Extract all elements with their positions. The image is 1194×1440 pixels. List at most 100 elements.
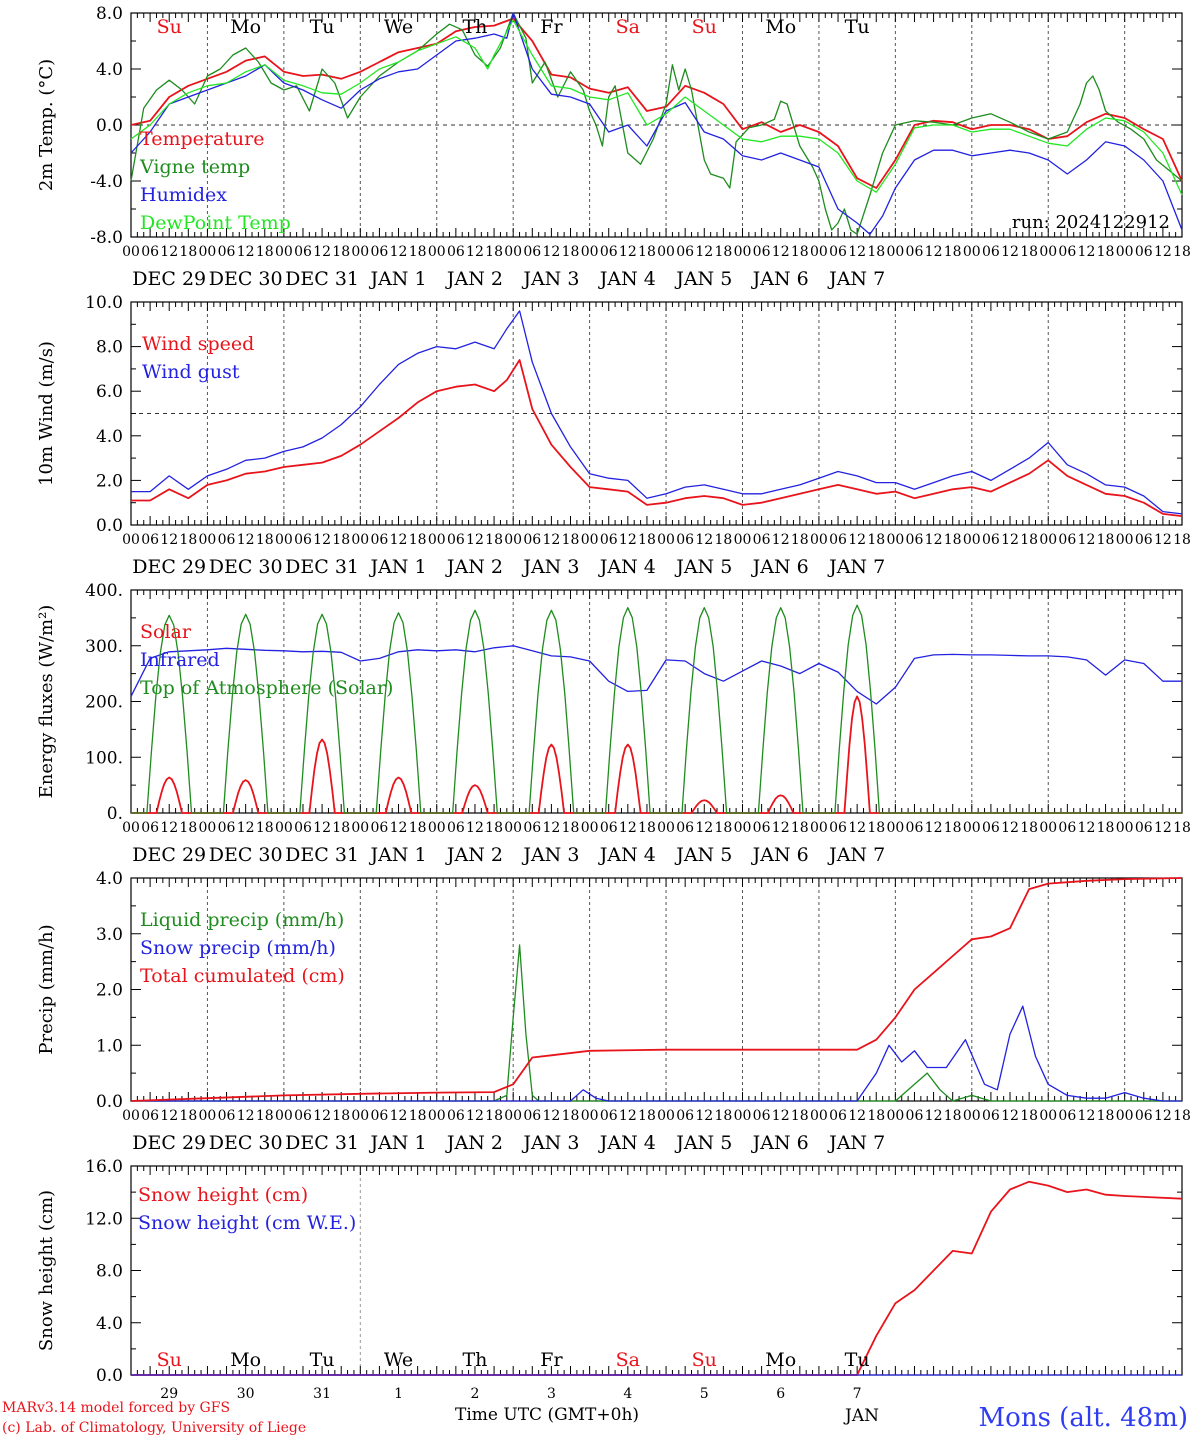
hour-tick-label: 00	[351, 532, 369, 548]
hour-tick-label: 00	[199, 820, 217, 836]
hour-tick-label: 06	[218, 244, 236, 260]
date-label: JAN 7	[827, 844, 885, 866]
hour-tick-label: 18	[1097, 1108, 1115, 1124]
series-solar	[131, 695, 1182, 814]
hour-tick-label: 18	[179, 1108, 197, 1124]
hour-tick-label: 00	[428, 1108, 446, 1124]
hour-tick-label: 06	[447, 532, 465, 548]
hour-tick-label: 06	[982, 1108, 1000, 1124]
hour-tick-label: 18	[256, 1108, 274, 1124]
y-axis-title: Precip (mm/h)	[36, 924, 57, 1054]
hour-tick-label: 18	[1173, 820, 1191, 836]
hour-tick-label: 06	[1135, 820, 1153, 836]
hour-tick-label: 12	[619, 820, 637, 836]
hour-tick-label: 12	[466, 244, 484, 260]
hour-tick-label: 06	[906, 820, 924, 836]
hour-tick-label: 00	[199, 532, 217, 548]
day-number-label: 2	[471, 1386, 480, 1400]
weekday-label-bottom: Mo	[230, 1349, 261, 1371]
series-snow-precip-mm-h-	[131, 1005, 1182, 1102]
y-tick-label: 3.0	[96, 925, 123, 945]
hour-tick-label: 12	[925, 244, 943, 260]
hour-tick-label: 00	[1116, 820, 1134, 836]
weekday-label-bottom: Mo	[765, 1349, 796, 1371]
date-label: JAN 3	[521, 556, 579, 578]
hour-tick-label: 06	[906, 1108, 924, 1124]
hour-tick-label: 18	[485, 1108, 503, 1124]
hour-tick-label: 00	[734, 244, 752, 260]
hour-tick-label: 00	[581, 820, 599, 836]
hour-tick-label: 00	[428, 244, 446, 260]
hour-tick-label: 12	[313, 820, 331, 836]
panel-frame	[130, 589, 1183, 814]
hour-tick-label: 12	[313, 532, 331, 548]
time-axis-label: Time UTC (GMT+0h)	[455, 1405, 640, 1425]
panel-3	[130, 589, 1183, 814]
hour-tick-label: 18	[485, 244, 503, 260]
hour-tick-label: 18	[791, 1108, 809, 1124]
date-label: DEC 30	[209, 844, 283, 866]
y-tick-label: 4.0	[96, 60, 123, 80]
hour-tick-label: 18	[332, 244, 350, 260]
hour-tick-label: 12	[390, 532, 408, 548]
hour-tick-label: 18	[179, 532, 197, 548]
hour-tick-label: 00	[275, 244, 293, 260]
hour-tick-label: 18	[714, 532, 732, 548]
hour-tick-label: 18	[714, 244, 732, 260]
hour-tick-label: 06	[753, 1108, 771, 1124]
hour-tick-label: 06	[1135, 1108, 1153, 1124]
hour-tick-label: 06	[600, 244, 618, 260]
hour-tick-label: 18	[562, 1108, 580, 1124]
hour-tick-label: 06	[982, 532, 1000, 548]
hour-tick-label: 18	[791, 820, 809, 836]
y-tick-label: 200.	[85, 693, 123, 713]
hour-tick-label: 00	[886, 532, 904, 548]
date-label: JAN 1	[368, 844, 426, 866]
legend-entry: DewPoint Temp	[140, 212, 291, 234]
date-label: JAN 5	[674, 268, 732, 290]
weekday-label-top: Mo	[765, 16, 796, 38]
hour-tick-label: 00	[1039, 244, 1057, 260]
model-credit: MARv3.14 model forced by GFS	[2, 1400, 231, 1416]
hour-tick-label: 12	[160, 1108, 178, 1124]
hour-tick-label: 18	[256, 820, 274, 836]
hour-tick-label: 12	[237, 1108, 255, 1124]
hour-tick-label: 06	[218, 820, 236, 836]
hour-tick-label: 12	[313, 1108, 331, 1124]
hour-tick-label: 18	[179, 244, 197, 260]
series-dewpoint-temp	[130, 19, 1183, 196]
hour-tick-label: 00	[963, 244, 981, 260]
date-label: DEC 29	[132, 844, 206, 866]
hour-tick-label: 06	[371, 1108, 389, 1124]
day-number-label: 1	[394, 1386, 403, 1400]
hour-tick-label: 00	[810, 532, 828, 548]
date-label: JAN 6	[751, 268, 809, 290]
hour-tick-label: 00	[428, 532, 446, 548]
hour-tick-label: 00	[734, 1108, 752, 1124]
hour-tick-label: 00	[657, 820, 675, 836]
hour-tick-label: 18	[791, 532, 809, 548]
hour-tick-label: 12	[772, 820, 790, 836]
hour-tick-label: 06	[829, 532, 847, 548]
hour-tick-label: 18	[332, 820, 350, 836]
hour-tick-label: 06	[141, 532, 159, 548]
hour-tick-label: 00	[810, 820, 828, 836]
hour-tick-label: 00	[504, 1108, 522, 1124]
hour-tick-label: 18	[485, 820, 503, 836]
hour-tick-label: 06	[218, 532, 236, 548]
y-tick-label: 0.0	[96, 1366, 123, 1386]
series-infrared	[130, 645, 1182, 705]
hour-tick-label: 18	[1020, 244, 1038, 260]
hour-tick-label: 12	[542, 1108, 560, 1124]
meteogram-svg: -8.0 -4.0 0.0 4.0 8.0 2m Temp. (°C) Temperatur…	[36, 4, 1191, 1402]
y-tick-label: 16.0	[85, 1157, 123, 1177]
hour-tick-label: 06	[829, 820, 847, 836]
hour-tick-label: 06	[523, 1108, 541, 1124]
hour-tick-label: 12	[390, 820, 408, 836]
hour-tick-label: 00	[122, 244, 140, 260]
y-axis-title: 2m Temp. (°C)	[36, 59, 57, 191]
legend-entry: Wind speed	[142, 333, 254, 355]
legend-entry: Snow precip (mm/h)	[140, 937, 336, 959]
hour-tick-label: 12	[313, 244, 331, 260]
hour-tick-label: 12	[466, 532, 484, 548]
